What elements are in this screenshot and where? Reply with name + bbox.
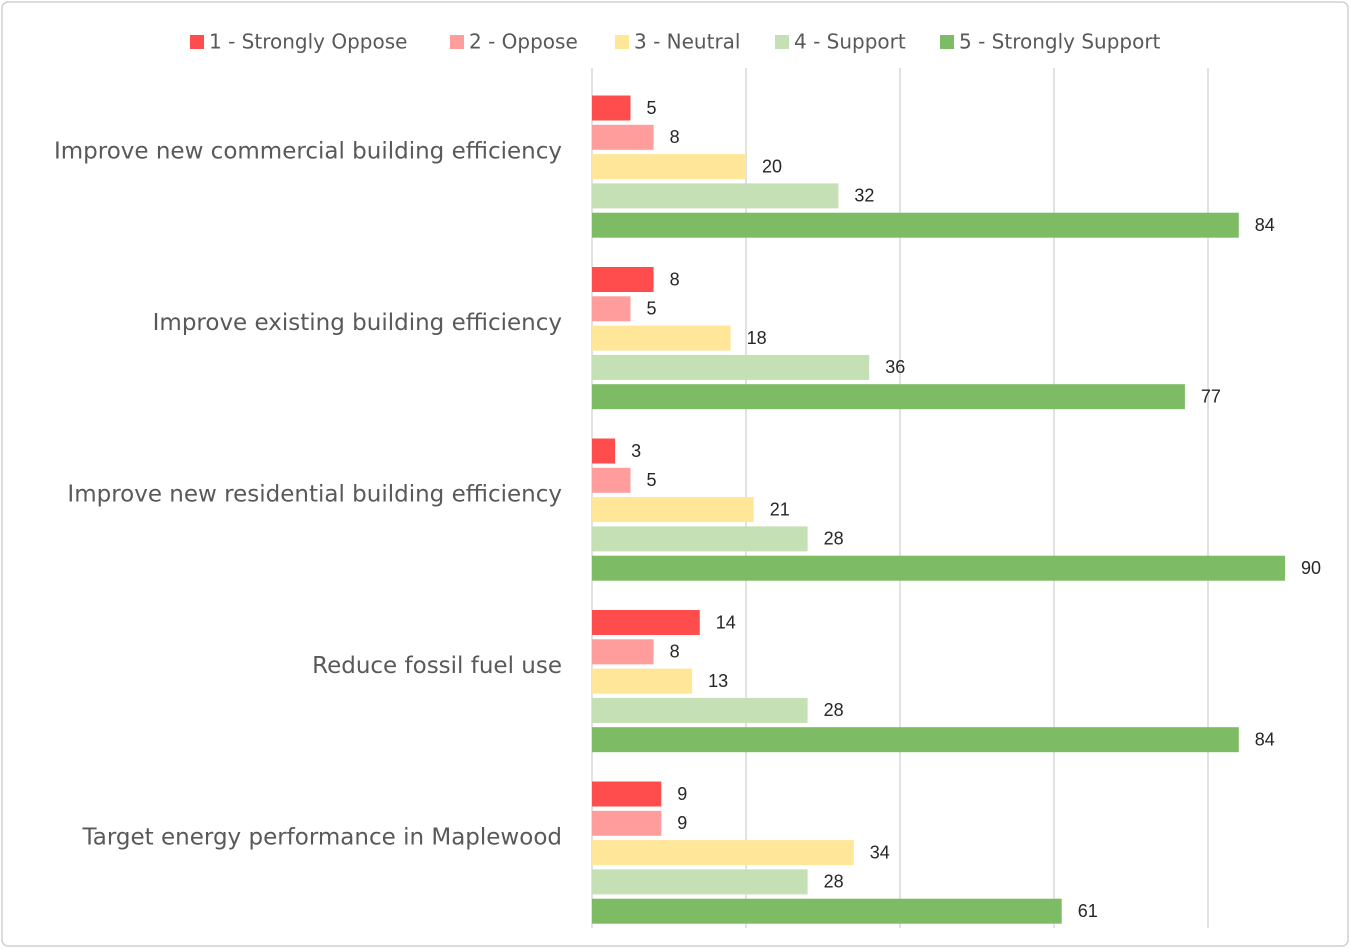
legend-swatch (190, 35, 204, 49)
value-label: 84 (1255, 729, 1275, 749)
legend-label: 4 - Support (794, 30, 906, 54)
category-label: Target energy performance in Maplewood (82, 825, 562, 851)
bar (592, 869, 808, 895)
bar (592, 267, 654, 292)
bar (592, 697, 808, 723)
value-label: 77 (1201, 386, 1221, 406)
value-label: 9 (677, 784, 687, 804)
legend-swatch (940, 35, 954, 49)
bar (592, 497, 754, 523)
legend-label: 3 - Neutral (634, 30, 740, 54)
value-label: 28 (824, 529, 844, 549)
category-label: Improve new commercial building efficien… (54, 139, 562, 165)
value-label: 34 (870, 842, 890, 862)
value-label: 13 (708, 671, 728, 691)
bar (592, 354, 870, 380)
value-label: 21 (770, 499, 790, 519)
category-label: Improve new residential building efficie… (67, 482, 562, 508)
value-label: 28 (824, 700, 844, 720)
legend-label: 2 - Oppose (469, 30, 578, 54)
bar (592, 810, 662, 836)
legend-label: 1 - Strongly Oppose (209, 30, 407, 54)
value-label: 9 (677, 813, 687, 833)
value-label: 8 (670, 269, 680, 289)
bar (592, 296, 631, 322)
legend-label: 5 - Strongly Support (959, 30, 1161, 54)
bar (592, 727, 1239, 753)
bar (592, 183, 839, 209)
bar (592, 384, 1185, 410)
value-label: 8 (670, 127, 680, 147)
category-label: Reduce fossil fuel use (312, 653, 562, 679)
legend-swatch (450, 35, 464, 49)
bar (592, 438, 616, 464)
value-label: 3 (631, 441, 641, 461)
bar (592, 154, 746, 180)
bar (592, 555, 1285, 581)
category-label: Improve existing building efficiency (153, 310, 562, 336)
value-label: 32 (854, 186, 874, 206)
bar (592, 781, 662, 807)
bar (592, 610, 700, 635)
value-label: 90 (1301, 558, 1321, 578)
legend-swatch (775, 35, 789, 49)
bar (592, 639, 654, 665)
bar (592, 898, 1062, 924)
value-label: 5 (647, 299, 657, 319)
bar (592, 95, 631, 121)
value-label: 18 (747, 328, 767, 348)
bar (592, 212, 1239, 238)
value-label: 20 (762, 156, 782, 176)
value-label: 28 (824, 872, 844, 892)
value-label: 14 (716, 612, 736, 632)
value-label: 8 (670, 642, 680, 662)
value-label: 84 (1255, 215, 1275, 235)
bar (592, 467, 631, 493)
value-label: 36 (885, 357, 905, 377)
value-label: 5 (647, 470, 657, 490)
value-label: 5 (647, 98, 657, 118)
legend-swatch (615, 35, 629, 49)
bar (592, 325, 731, 351)
bar (592, 124, 654, 150)
bar (592, 668, 693, 694)
bar (592, 840, 854, 866)
value-label: 61 (1078, 901, 1098, 921)
bar (592, 526, 808, 552)
